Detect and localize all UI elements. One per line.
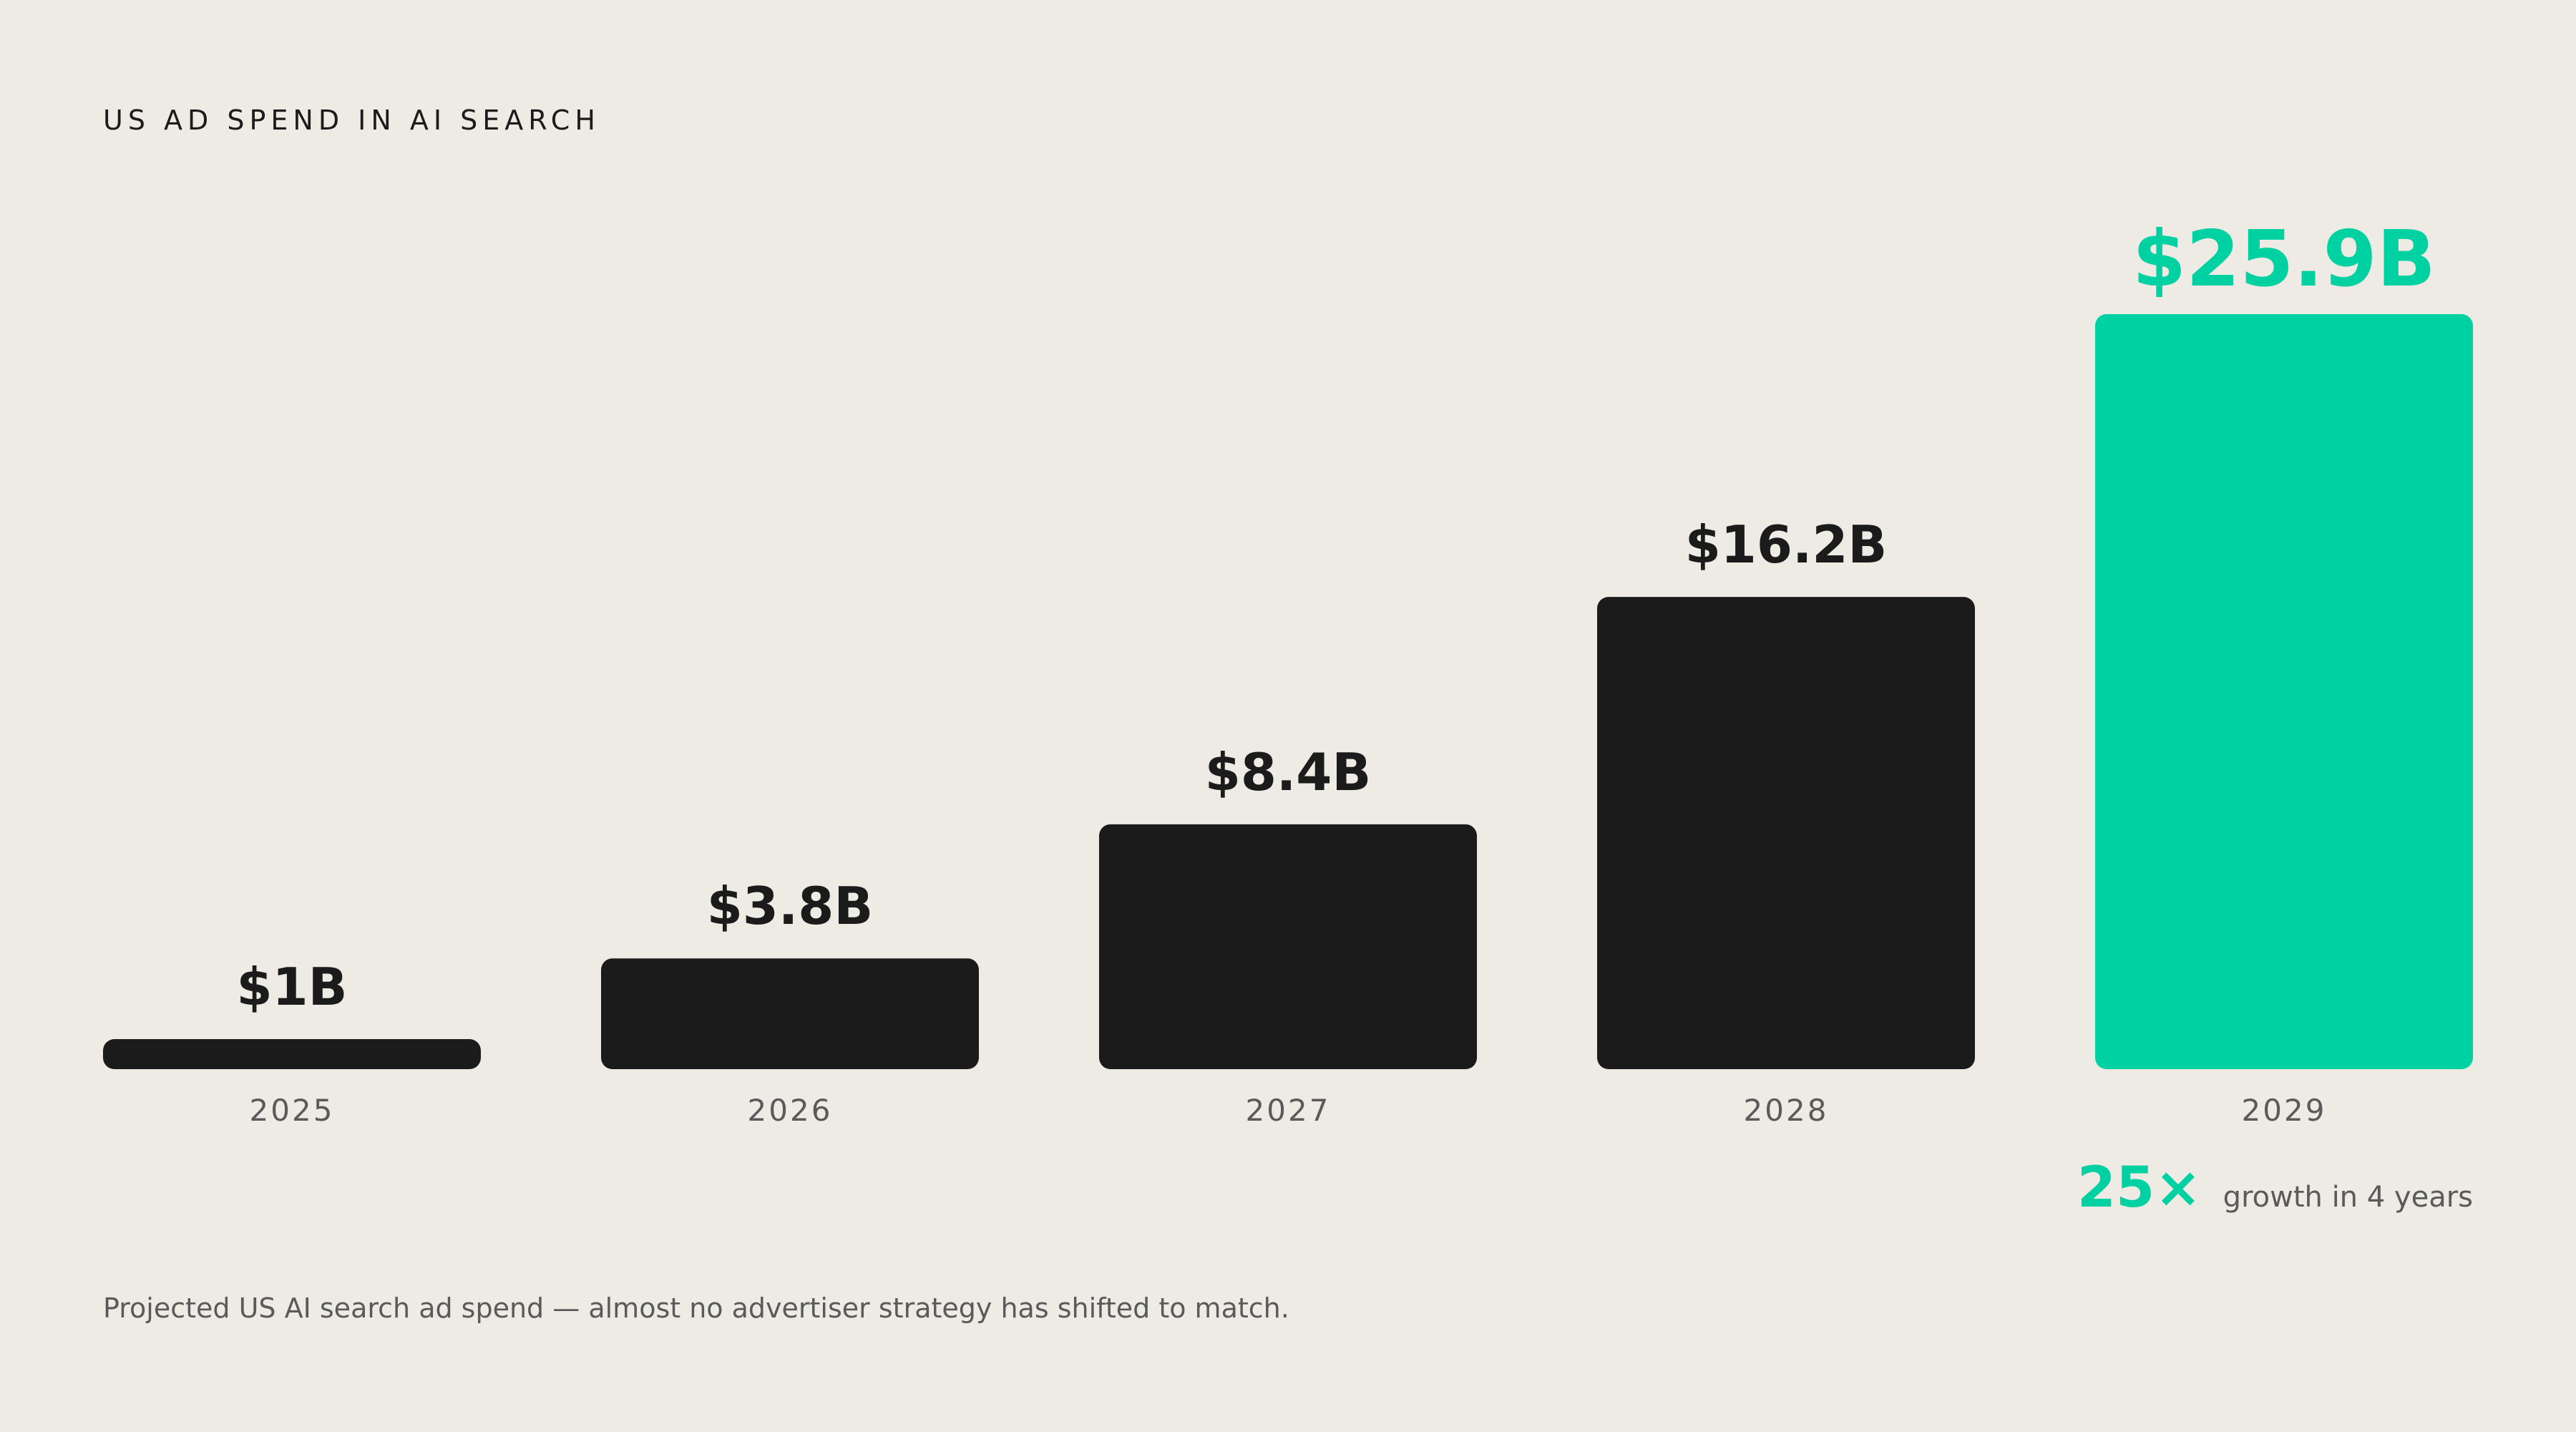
data-label-2025: $1B <box>236 957 347 1017</box>
tick-label-2029: 2029 <box>2242 1093 2327 1128</box>
bar-2027 <box>1099 824 1477 1069</box>
bar-2029 <box>2095 314 2473 1069</box>
growth-callout: 25× growth in 4 years <box>2077 1156 2473 1220</box>
bars-group: $1B 2025 $3.8B 2026 $8.4B 2027 $16.2B 2028 $25.9… <box>103 215 2473 1128</box>
bar-chart: $1B 2025 $3.8B 2026 $8.4B 2027 $16.2B 2028 $25.9… <box>103 215 2473 1128</box>
data-label-2029: $25.9B <box>2132 215 2436 304</box>
growth-value: 25× <box>2077 1156 2202 1220</box>
tick-label-2027: 2027 <box>1246 1093 1331 1128</box>
footnote: Projected US AI search ad spend — almost… <box>103 1292 1289 1324</box>
chart-title: US AD SPEND IN AI SEARCH <box>103 104 600 136</box>
tick-label-2026: 2026 <box>748 1093 833 1128</box>
tick-label-2028: 2028 <box>1744 1093 1829 1128</box>
data-label-2027: $8.4B <box>1205 742 1372 802</box>
bar-2025 <box>103 1039 481 1069</box>
data-label-2028: $16.2B <box>1685 515 1888 575</box>
bar-2026 <box>601 958 979 1069</box>
growth-label: growth in 4 years <box>2223 1181 2473 1214</box>
bar-2028 <box>1597 597 1975 1069</box>
tick-label-2025: 2025 <box>250 1093 335 1128</box>
data-label-2026: $3.8B <box>707 876 874 936</box>
